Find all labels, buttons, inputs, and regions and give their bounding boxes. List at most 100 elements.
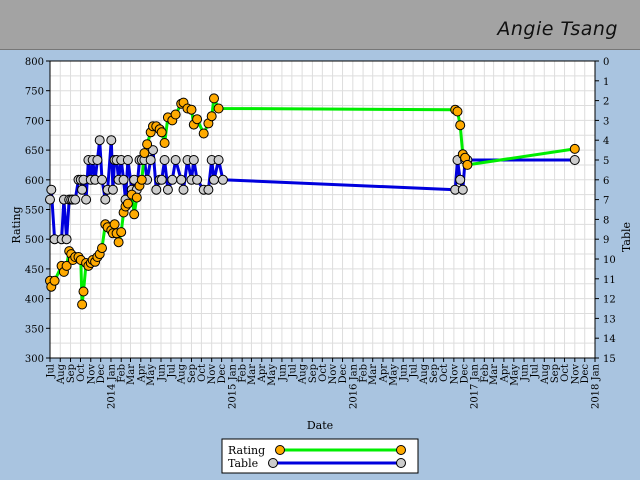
x-tick-label: May <box>146 364 157 386</box>
x-tick-label: Feb <box>238 364 249 383</box>
y2-tick-label: 1 <box>603 77 609 88</box>
rating-point <box>109 219 120 230</box>
x-tick-label: May <box>388 364 399 386</box>
x-tick-label: Jun <box>277 363 288 381</box>
y2-tick-label: 2 <box>603 97 609 108</box>
table-point <box>122 155 133 165</box>
rating-point <box>142 139 153 150</box>
table-point <box>77 184 88 195</box>
x-tick-label: Aug <box>540 363 551 385</box>
x-tick-label: May <box>267 364 278 386</box>
x-tick-label: Jul <box>166 364 177 379</box>
table-point <box>45 194 55 205</box>
rating-point <box>569 143 580 154</box>
x-tick-label: Apr <box>499 364 510 384</box>
rating-point <box>77 299 88 310</box>
rating-point <box>78 286 89 297</box>
y-tick-label: 450 <box>25 265 44 276</box>
x-tick-label: Nov <box>328 364 339 385</box>
x-tick-label: Jun <box>156 363 167 381</box>
series-markers <box>45 93 580 310</box>
y-tick-label: 550 <box>25 206 44 217</box>
x-tick-label: Sep <box>66 364 77 383</box>
y2-tick-label: 5 <box>603 156 609 167</box>
table-point <box>118 174 129 185</box>
rating-point <box>113 237 124 248</box>
table-point <box>170 155 181 165</box>
x-tick-label: Jul <box>46 364 57 379</box>
table-point <box>148 145 158 156</box>
y-tick-label: 750 <box>25 87 44 98</box>
table-point <box>107 184 118 195</box>
table-point <box>97 174 107 185</box>
x-tick-label: Sep <box>550 364 561 383</box>
y-tick-label: 500 <box>25 235 44 246</box>
table-point <box>569 155 580 165</box>
table-point <box>176 174 187 185</box>
rating-point <box>213 103 224 114</box>
y2-tick-label: 14 <box>603 334 616 345</box>
table-point <box>213 155 224 165</box>
table-point <box>81 194 92 205</box>
x-tick-label: Dec <box>580 364 591 384</box>
x-tick-label: Jul <box>409 364 420 379</box>
table-point <box>46 184 57 195</box>
y2-axis-label: Table <box>620 222 633 252</box>
x-tick-label: Dec <box>459 364 470 384</box>
legend-marker-table <box>396 458 406 468</box>
y2-tick-label: 10 <box>603 255 616 266</box>
rating-point <box>198 128 209 139</box>
y-tick-label: 600 <box>25 176 44 187</box>
table-point <box>209 174 219 185</box>
x-tick-label: Aug <box>419 363 430 385</box>
header-bar: Angie Tsang <box>0 0 640 50</box>
y2-tick-label: 11 <box>603 275 616 286</box>
x-tick-label: Nov <box>449 364 460 385</box>
x-tick-label: Feb <box>480 364 491 383</box>
x-tick-label: Jul <box>287 364 298 379</box>
rating-point <box>452 106 463 117</box>
x-tick-label: Apr <box>378 364 389 384</box>
rating-point <box>116 227 127 238</box>
y2-tick-label: 6 <box>603 176 609 187</box>
y2-tick-label: 8 <box>603 215 609 226</box>
table-point <box>162 184 173 195</box>
y-tick-label: 350 <box>25 324 44 335</box>
x-tick-label: Dec <box>96 364 107 384</box>
x-tick-label: Sep <box>308 364 319 383</box>
table-point <box>192 174 203 185</box>
table-point <box>455 174 466 185</box>
x-tick-label: 2014 Jan <box>106 363 117 409</box>
rating-point <box>129 209 140 220</box>
y-tick-label: 800 <box>25 57 44 68</box>
y-tick-label: 400 <box>25 295 44 306</box>
x-tick-label: 2017 Jan <box>470 363 481 409</box>
table-point <box>92 155 103 165</box>
x-tick-label: Jun <box>520 363 531 381</box>
table-point <box>156 174 167 185</box>
table-point <box>203 184 214 195</box>
legend-marker-rating <box>275 445 285 455</box>
y2-tick-label: 4 <box>603 136 609 147</box>
x-tick-label: Oct <box>560 364 571 382</box>
rating-point <box>462 159 473 170</box>
table-point <box>145 155 156 165</box>
y2-tick-label: 13 <box>603 314 616 325</box>
x-tick-label: Nov <box>207 364 218 385</box>
y2-tick-label: 12 <box>603 295 616 306</box>
x-tick-label: Oct <box>197 364 208 382</box>
table-point <box>106 135 117 146</box>
x-tick-label: Apr <box>257 364 268 384</box>
x-tick-label: Jun <box>399 363 410 381</box>
x-tick-label: 2015 Jan <box>227 363 238 409</box>
x-tick-label: Dec <box>338 364 349 384</box>
y2-tick-label: 9 <box>603 235 609 246</box>
x-axis-label: Date <box>307 419 333 432</box>
y2-tick-label: 15 <box>603 354 616 365</box>
x-tick-label: Aug <box>56 363 67 385</box>
x-tick-label: 2018 Jan <box>591 363 602 409</box>
rating-point <box>455 120 466 131</box>
y-axis-label: Rating <box>10 206 23 243</box>
